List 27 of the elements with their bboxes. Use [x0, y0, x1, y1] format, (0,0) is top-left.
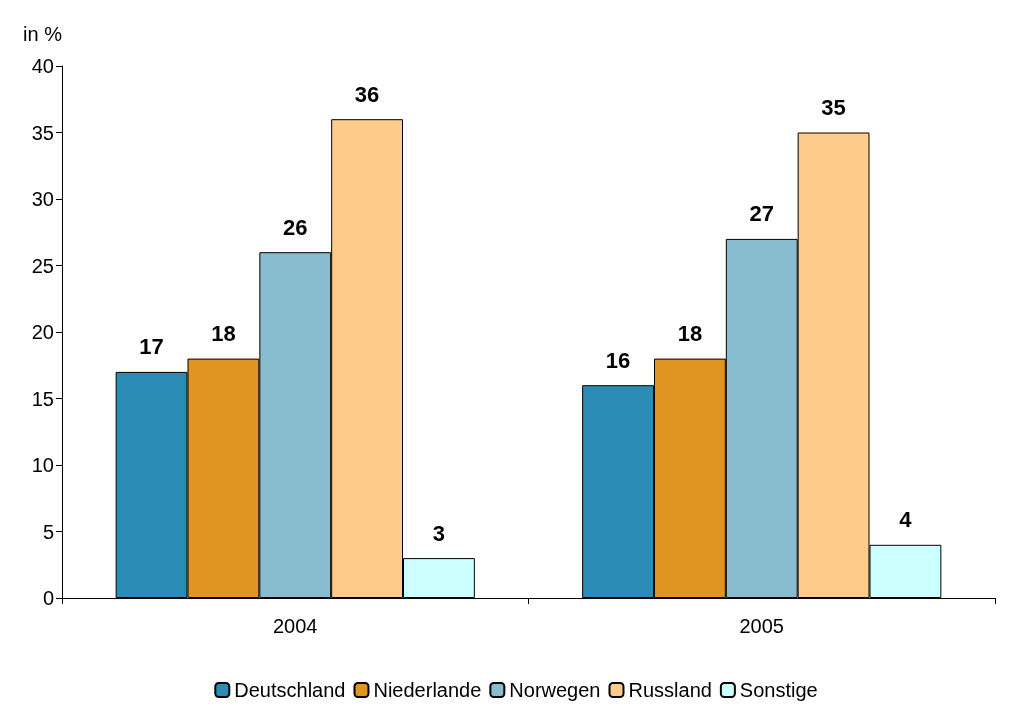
- y-tick-label: 20: [31, 321, 54, 343]
- y-tick-label: 40: [31, 55, 54, 77]
- y-tick-label: 25: [31, 254, 54, 277]
- y-tick-label: 10: [31, 454, 54, 476]
- data-label: 35: [821, 95, 846, 120]
- x-tick-label: 2004: [273, 615, 318, 637]
- data-label: 16: [605, 347, 631, 373]
- legend-label: Sonstige: [739, 679, 818, 701]
- data-label: 17: [139, 334, 164, 360]
- y-tick-label: 15: [31, 387, 54, 410]
- data-label: 26: [283, 214, 308, 240]
- y-tick-label: 0: [42, 587, 54, 609]
- data-label: 3: [432, 520, 446, 546]
- data-label: 27: [749, 201, 774, 227]
- y-tick-label: 30: [31, 188, 54, 210]
- data-label: 18: [677, 321, 703, 347]
- legend-label: Niederlande: [373, 679, 482, 701]
- y-axis-title: in %: [23, 23, 63, 45]
- x-tick-label: 2005: [739, 615, 784, 637]
- y-tick-label: 5: [42, 520, 54, 543]
- data-label: 4: [899, 507, 913, 533]
- legend-label: Norwegen: [509, 679, 601, 701]
- data-label: 36: [354, 81, 380, 107]
- legend-label: Deutschland: [234, 679, 346, 701]
- legend-label: Russland: [628, 679, 712, 701]
- y-tick-label: 35: [31, 121, 54, 144]
- data-label: 18: [211, 321, 236, 347]
